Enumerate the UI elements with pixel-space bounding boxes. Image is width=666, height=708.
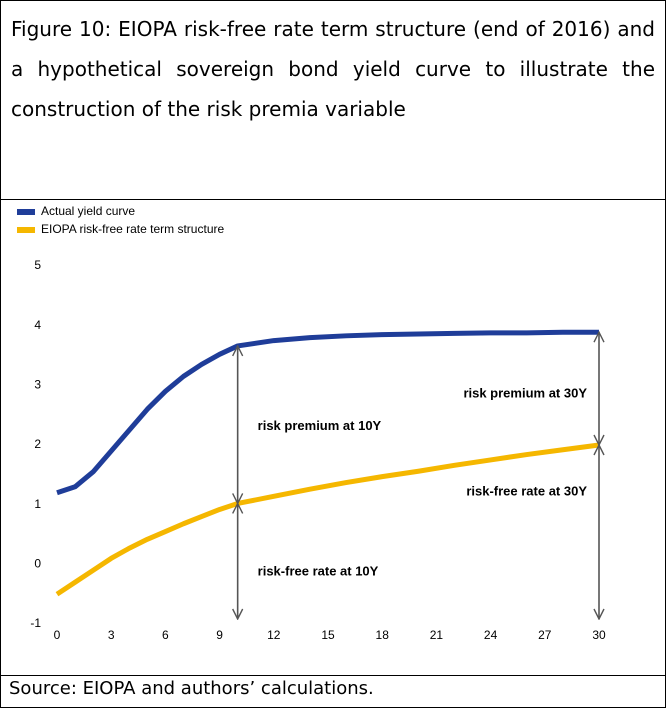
- x-tick-label: 27: [538, 628, 552, 642]
- x-tick-label: 9: [216, 628, 223, 642]
- x-tick-label: 0: [54, 628, 61, 642]
- y-tick-label: 0: [34, 557, 41, 571]
- y-tick-label: -1: [30, 616, 41, 630]
- annotation-label: risk premium at 30Y: [463, 386, 587, 401]
- source-box: Source: EIOPA and authors’ calculations.: [1, 675, 665, 708]
- y-tick-label: 5: [34, 258, 41, 272]
- y-tick-label: 4: [34, 318, 41, 332]
- annotation-label: risk-free rate at 10Y: [258, 563, 379, 578]
- chart-title: Figure 10: EIOPA risk-free rate term str…: [11, 17, 655, 121]
- y-tick-label: 2: [34, 437, 41, 451]
- legend-swatch: [17, 209, 35, 215]
- source-note: Source: EIOPA and authors’ calculations.: [9, 678, 374, 699]
- annotation-label: risk premium at 10Y: [258, 418, 382, 433]
- series-line: [56, 329, 599, 496]
- y-tick-label: 1: [34, 497, 41, 511]
- x-tick-label: 15: [321, 628, 335, 642]
- y-tick-label: 3: [34, 378, 41, 392]
- x-tick-label: 3: [108, 628, 115, 642]
- x-tick-label: 18: [376, 628, 390, 642]
- legend-label: Actual yield curve: [41, 204, 135, 218]
- x-tick-label: 6: [162, 628, 169, 642]
- x-tick-label: 12: [267, 628, 281, 642]
- x-tick-label: 30: [592, 628, 606, 642]
- annotation-label: risk-free rate at 30Y: [466, 483, 587, 498]
- x-tick-label: 21: [430, 628, 444, 642]
- legend-label: EIOPA risk-free rate term structure: [41, 222, 224, 236]
- title-box: Figure 10: EIOPA risk-free rate term str…: [1, 1, 665, 200]
- x-tick-label: 24: [484, 628, 498, 642]
- legend-swatch: [17, 227, 35, 233]
